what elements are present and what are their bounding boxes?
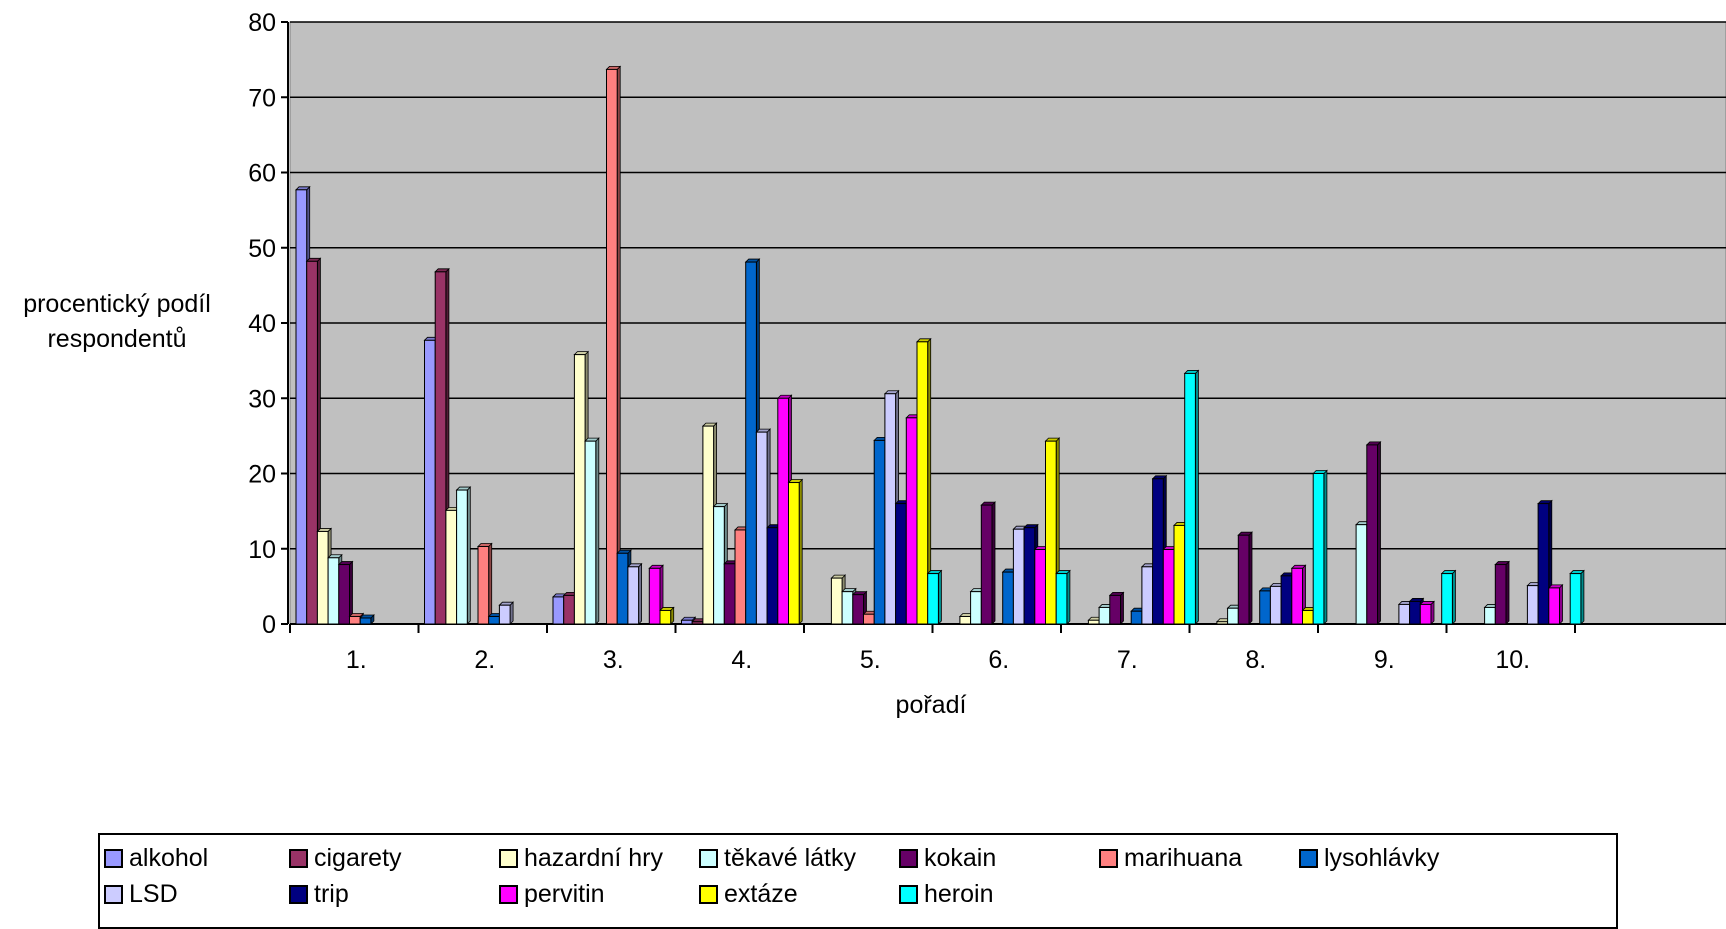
x-tick-label: 4.	[731, 646, 752, 674]
legend-item: extáze	[699, 877, 798, 911]
y-axis-title: respondentů	[47, 325, 186, 353]
bar-kokain-10	[1494, 560, 1510, 625]
legend-swatch	[499, 884, 518, 904]
y-tick-label: 80	[248, 9, 276, 37]
x-tick-label: 8.	[1245, 646, 1266, 674]
bar-heroin-7	[1183, 369, 1200, 625]
x-axis-title: pořadí	[896, 691, 967, 719]
legend-label: alkohol	[129, 843, 209, 872]
legend-label: extáze	[724, 879, 798, 908]
legend-swatch	[1099, 848, 1118, 868]
chart-legend: alkohol cigarety hazardní hry těkavé látky k…	[98, 833, 1618, 929]
bar-heroin-8	[1312, 469, 1328, 625]
legend-swatch	[289, 848, 308, 868]
bar-kokain-8	[1237, 531, 1253, 625]
bar-těkavé-látky-3	[584, 437, 600, 625]
legend-label: heroin	[924, 879, 994, 908]
y-tick-label: 30	[248, 385, 276, 413]
bar-marihuana-2	[477, 542, 493, 625]
legend-swatch	[499, 848, 518, 868]
bar-marihuana-3	[605, 65, 622, 625]
bar-extáze-3	[659, 606, 675, 625]
y-tick-label: 70	[248, 84, 276, 112]
y-tick-label: 50	[248, 235, 276, 263]
bar-heroin-5	[926, 569, 943, 625]
x-tick-label: 5.	[860, 646, 881, 674]
y-tick-label: 10	[248, 536, 276, 564]
legend-swatch	[1299, 848, 1318, 868]
bar-heroin-9	[1440, 569, 1457, 625]
legend-label: LSD	[129, 879, 178, 908]
x-tick-label: 10.	[1495, 646, 1530, 674]
bar-kokain-6	[980, 501, 996, 625]
bar-pervitin-10	[1547, 583, 1564, 625]
x-tick-label: 2.	[474, 646, 495, 674]
bar-kokain-1	[337, 560, 354, 625]
x-tick-label: 7.	[1117, 646, 1138, 674]
legend-label: kokain	[924, 843, 997, 872]
legend-item: alkohol	[104, 841, 208, 875]
legend-item: lysohlávky	[1299, 841, 1439, 875]
legend-swatch	[104, 848, 123, 868]
x-tick-label: 6.	[988, 646, 1009, 674]
legend-label: pervitin	[524, 879, 605, 908]
x-tick-label: 9.	[1374, 646, 1395, 674]
legend-swatch	[104, 884, 123, 904]
legend-swatch	[699, 884, 718, 904]
bar-lysohlávky-1	[359, 614, 375, 625]
bar-kokain-7	[1108, 591, 1125, 625]
legend-item: trip	[289, 877, 349, 911]
legend-swatch	[699, 848, 718, 868]
legend-item: kokain	[899, 841, 996, 875]
y-tick-label: 60	[248, 160, 276, 188]
bar-kokain-9	[1365, 440, 1382, 625]
legend-swatch	[289, 884, 308, 904]
legend-label: lysohlávky	[1324, 843, 1440, 872]
bar-lsd-2	[498, 601, 515, 625]
bar-extáze-6	[1044, 437, 1061, 625]
y-tick-label: 20	[248, 461, 276, 489]
legend-item: heroin	[899, 877, 994, 911]
legend-item: cigarety	[289, 841, 402, 875]
bar-lsd-3	[626, 562, 643, 625]
bar-těkavé-látky-2	[455, 486, 472, 625]
legend-label: hazardní hry	[524, 843, 663, 872]
bar-extáze-4	[787, 478, 804, 625]
legend-item: hazardní hry	[499, 841, 663, 875]
legend-label: cigarety	[314, 843, 402, 872]
y-tick-label: 40	[248, 310, 276, 338]
legend-item: LSD	[104, 877, 178, 911]
bar-pervitin-9	[1419, 600, 1435, 625]
legend-item: marihuana	[1099, 841, 1242, 875]
legend-label: trip	[314, 879, 349, 908]
x-tick-label: 1.	[346, 646, 367, 674]
y-tick-label: 0	[262, 611, 276, 639]
legend-label: marihuana	[1124, 843, 1243, 872]
legend-item: těkavé látky	[699, 841, 856, 875]
legend-swatch	[899, 884, 918, 904]
legend-label: těkavé látky	[724, 843, 857, 872]
x-tick-label: 3.	[603, 646, 624, 674]
bar-heroin-6	[1055, 569, 1071, 625]
y-axis-title: procentický podíl	[23, 290, 211, 318]
legend-swatch	[899, 848, 918, 868]
bar-heroin-10	[1569, 569, 1585, 625]
legend-item: pervitin	[499, 877, 605, 911]
